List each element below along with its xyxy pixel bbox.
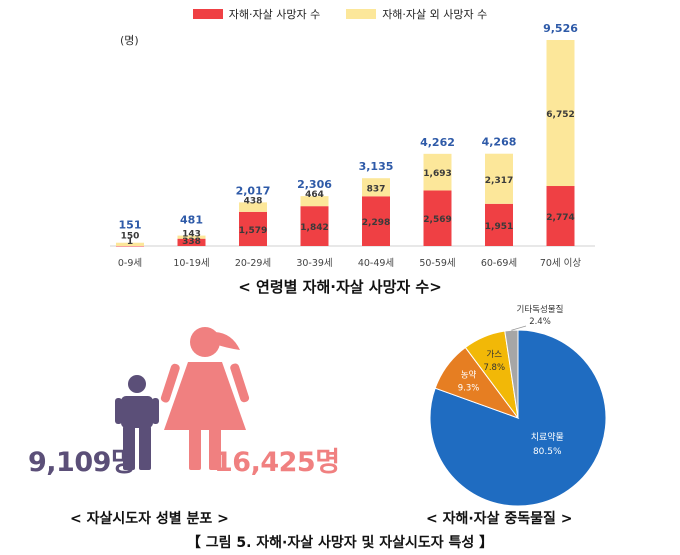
- pie-value-label: 80.5%: [533, 447, 562, 457]
- bar-other: [116, 242, 144, 246]
- x-tick-label: 10-19세: [173, 258, 209, 269]
- pie-slice: [429, 329, 607, 507]
- value-label-suicide: 2,298: [362, 218, 390, 228]
- bar-suicide: [485, 203, 513, 246]
- gender-figures: [115, 327, 250, 470]
- pie-value-label: 2.4%: [529, 317, 551, 327]
- gender-caption: < 자살시도자 성별 분포 >: [70, 511, 229, 527]
- bar-other: [362, 178, 390, 197]
- bar-suicide: [300, 206, 329, 246]
- value-label-suicide: 2,774: [546, 213, 574, 223]
- figure-caption: 【 그림 5. 자해·자살 사망자 및 자살시도자 특성 】: [186, 535, 494, 551]
- x-tick-label: 40-49세: [358, 258, 394, 269]
- male-count: 9,109명: [28, 447, 136, 478]
- bar-suicide: [177, 238, 206, 246]
- total-label: 4,262: [420, 136, 455, 149]
- pie-label: 기타독성물질: [517, 304, 564, 315]
- pie-chart-caption: < 자해·자살 중독물질 >: [426, 511, 573, 527]
- bar-suicide: [239, 211, 267, 246]
- x-tick-label: 30-39세: [296, 258, 332, 269]
- bar-other: [239, 202, 267, 212]
- value-label-suicide: 2,569: [423, 215, 451, 225]
- bar-suicide: [362, 196, 390, 246]
- total-label: 4,268: [482, 136, 517, 149]
- x-tick-label: 0-9세: [118, 258, 142, 269]
- legend-label-other: 자해·자살 외 사망자 수: [382, 8, 488, 21]
- pie-value-label: 7.8%: [483, 363, 505, 373]
- bar-other: [546, 40, 575, 187]
- legend-swatch-suicide: [192, 9, 223, 19]
- value-label-other: 837: [367, 184, 386, 194]
- value-label-other: 2,317: [485, 176, 513, 186]
- value-label-suicide: 1,579: [239, 226, 267, 236]
- bar-other: [423, 153, 452, 191]
- value-label-suicide: 1,951: [485, 222, 513, 232]
- legend-item-other: 자해·자살 외 사망자 수: [346, 6, 487, 22]
- bar-other: [177, 235, 206, 239]
- value-label-other: 150: [121, 232, 140, 242]
- bar-chart-caption: < 연령별 자해·자살 사망자 수>: [238, 278, 442, 296]
- pie-slice: [504, 329, 519, 419]
- total-label: 9,526: [543, 22, 578, 35]
- x-tick-label: 70세 이상: [540, 258, 582, 269]
- bar-other: [485, 153, 513, 204]
- total-label: 2,017: [236, 184, 271, 197]
- value-label-other: 438: [244, 196, 263, 206]
- value-label-other: 6,752: [546, 110, 574, 120]
- total-label: 481: [180, 214, 203, 227]
- value-label-other: 464: [305, 190, 324, 200]
- pie-leader-line: [511, 325, 527, 331]
- bar-suicide: [546, 186, 575, 246]
- female-count: 16,425명: [214, 447, 340, 478]
- value-label-suicide: 338: [182, 237, 201, 247]
- total-label: 151: [119, 219, 142, 232]
- x-tick-label: 60-69세: [481, 258, 517, 269]
- value-label-other: 143: [182, 230, 201, 240]
- pie-label: 치료약물: [531, 431, 564, 443]
- male-figure-icon: [115, 375, 159, 470]
- x-tick-label: 20-29세: [235, 258, 271, 269]
- pie-value-label: 9.3%: [458, 383, 480, 393]
- value-label-suicide: 1,842: [300, 223, 328, 233]
- total-label: 3,135: [359, 160, 394, 173]
- legend-item-suicide: 자해·자살 사망자 수: [192, 6, 321, 22]
- total-label: 2,306: [297, 178, 332, 191]
- female-figure-icon: [160, 327, 250, 470]
- x-tick-label: 50-59세: [419, 258, 455, 269]
- bar-suicide: [116, 245, 144, 247]
- pie-label: 가스: [486, 350, 502, 360]
- value-label-suicide: 1: [127, 237, 133, 247]
- bar-suicide: [423, 190, 452, 246]
- y-axis-unit: (명): [120, 34, 139, 47]
- pie-label: 농약: [461, 369, 477, 380]
- chart-legend: 자해·자살 사망자 수 자해·자살 외 사망자 수: [0, 6, 680, 22]
- bar-other: [300, 196, 329, 207]
- legend-swatch-other: [346, 9, 377, 19]
- legend-label-suicide: 자해·자살 사망자 수: [228, 8, 321, 21]
- value-label-other: 1,693: [423, 169, 451, 179]
